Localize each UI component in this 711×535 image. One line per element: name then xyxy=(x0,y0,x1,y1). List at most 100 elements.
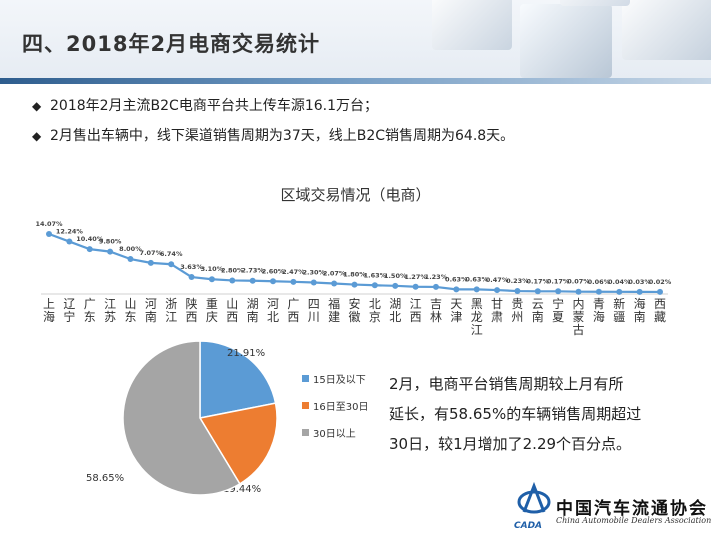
summary-bullets: ◆ 2018年2月主流B2C电商平台共上传车源16.1万台； ◆ 2月售出车辆中，线… xyxy=(32,94,514,154)
category-label: 江 xyxy=(471,323,483,337)
data-point xyxy=(168,261,175,268)
data-label: 0.17% xyxy=(527,277,550,285)
data-label: 0.04% xyxy=(608,278,631,286)
category-label: 北 xyxy=(389,310,401,324)
pie-commentary: 2月，电商平台销售周期较上月有所 延长，有58.65%的车辆销售周期超过 30日… xyxy=(389,372,689,462)
category-label: 川 xyxy=(308,310,320,324)
commentary-line: 2月，电商平台销售周期较上月有所 xyxy=(389,375,624,393)
legend-swatch xyxy=(302,375,309,382)
logo-english: China Automobile Dealers Association xyxy=(556,516,711,525)
legend-item: 16日至30日 xyxy=(302,399,368,426)
category-label: 海 xyxy=(634,296,646,311)
category-label: 西 xyxy=(410,310,422,324)
category-label: 天 xyxy=(450,297,462,311)
data-point xyxy=(310,279,317,286)
decor-cube xyxy=(560,0,630,6)
category-label: 北 xyxy=(369,297,381,311)
data-label: 14.07% xyxy=(35,220,63,228)
category-label: 津 xyxy=(450,310,462,324)
data-label: 2.47% xyxy=(282,268,305,276)
data-label: 2.73% xyxy=(241,267,264,275)
category-label: 山 xyxy=(124,297,136,311)
category-label: 贵 xyxy=(511,297,523,311)
category-label: 湖 xyxy=(247,296,259,311)
legend-item: 15日及以下 xyxy=(302,372,368,399)
page-title: 四、2018年2月电商交易统计 xyxy=(22,32,321,56)
category-label: 河 xyxy=(267,297,279,311)
data-point xyxy=(534,288,541,295)
category-label: 海 xyxy=(593,309,605,324)
data-label: 7.07% xyxy=(140,249,163,257)
category-label: 西 xyxy=(226,310,238,324)
category-label: 西 xyxy=(654,297,666,311)
data-point xyxy=(412,283,419,290)
regional-line-chart: 14.07%上海12.24%辽宁10.40%广东9.80%江苏8.00%山东7.… xyxy=(35,220,671,337)
header-banner: 四、2018年2月电商交易统计 xyxy=(0,0,711,78)
category-label: 陕 xyxy=(186,296,198,311)
data-point xyxy=(555,288,562,295)
logo-name: 中国汽车流通协会 xyxy=(556,499,708,519)
category-label: 四 xyxy=(308,297,320,311)
category-label: 海 xyxy=(43,309,55,324)
data-label: 1.23% xyxy=(425,273,448,281)
line-chart-title: 区域交易情况（电商） xyxy=(280,186,431,204)
category-label: 山 xyxy=(226,297,238,311)
data-point xyxy=(290,278,297,285)
pie-data-label: 19.44% xyxy=(223,484,261,495)
category-label: 上 xyxy=(43,297,55,311)
data-point xyxy=(46,231,52,237)
pie-legend: 15日及以下 16日至30日 30日以上 xyxy=(302,372,368,453)
data-point xyxy=(514,288,521,295)
data-point xyxy=(657,288,663,295)
category-label: 浙 xyxy=(165,297,177,311)
category-label: 广 xyxy=(287,297,299,311)
cada-logo: CADA 中国汽车流通协会 China Automobile Dealers A… xyxy=(510,476,711,534)
category-label: 古 xyxy=(573,322,585,337)
pie-slice xyxy=(199,340,277,419)
legend-item: 30日以上 xyxy=(302,426,368,453)
data-point xyxy=(188,274,195,281)
data-label: 2.30% xyxy=(302,269,325,277)
data-label: 2.80% xyxy=(221,266,244,274)
category-label: 湖 xyxy=(389,296,401,311)
data-point xyxy=(371,282,378,289)
category-label: 州 xyxy=(511,310,523,324)
category-label: 夏 xyxy=(552,310,564,324)
data-point xyxy=(331,280,338,287)
category-label: 江 xyxy=(410,297,422,311)
data-point xyxy=(66,238,73,245)
decor-cube xyxy=(520,4,612,78)
diamond-bullet-icon: ◆ xyxy=(32,129,42,143)
data-label: 1.63% xyxy=(364,271,387,279)
pie-slice xyxy=(198,402,278,485)
data-label: 9.80% xyxy=(99,238,122,246)
data-label: 6.74% xyxy=(160,250,183,258)
legend-label: 16日至30日 xyxy=(313,402,369,413)
diamond-bullet-icon: ◆ xyxy=(32,99,42,113)
data-label: 2.07% xyxy=(323,269,346,277)
data-point xyxy=(147,259,154,266)
data-label: 10.40% xyxy=(76,235,104,243)
pie-slice xyxy=(122,340,241,496)
data-point xyxy=(636,288,643,295)
category-label: 内 xyxy=(573,297,585,311)
legend-label: 30日以上 xyxy=(313,429,356,440)
category-label: 徽 xyxy=(348,309,360,324)
data-label: 3.10% xyxy=(201,265,224,273)
data-label: 1.50% xyxy=(384,272,407,280)
category-label: 疆 xyxy=(613,310,625,324)
data-label: 0.06% xyxy=(588,278,611,286)
data-label: 0.23% xyxy=(506,277,529,285)
category-label: 苏 xyxy=(104,310,116,324)
decor-cube xyxy=(622,0,711,60)
category-label: 江 xyxy=(165,310,177,324)
category-label: 南 xyxy=(634,309,646,324)
commentary-line: 延长，有58.65%的车辆销售周期超过 xyxy=(389,405,642,423)
category-label: 宁 xyxy=(63,309,75,324)
data-point xyxy=(107,248,114,255)
data-point xyxy=(494,287,501,294)
data-point xyxy=(208,276,215,283)
bullet-item: ◆ 2018年2月主流B2C电商平台共上传车源16.1万台； xyxy=(32,94,514,124)
data-point xyxy=(392,282,399,289)
legend-label: 15日及以下 xyxy=(313,375,366,386)
